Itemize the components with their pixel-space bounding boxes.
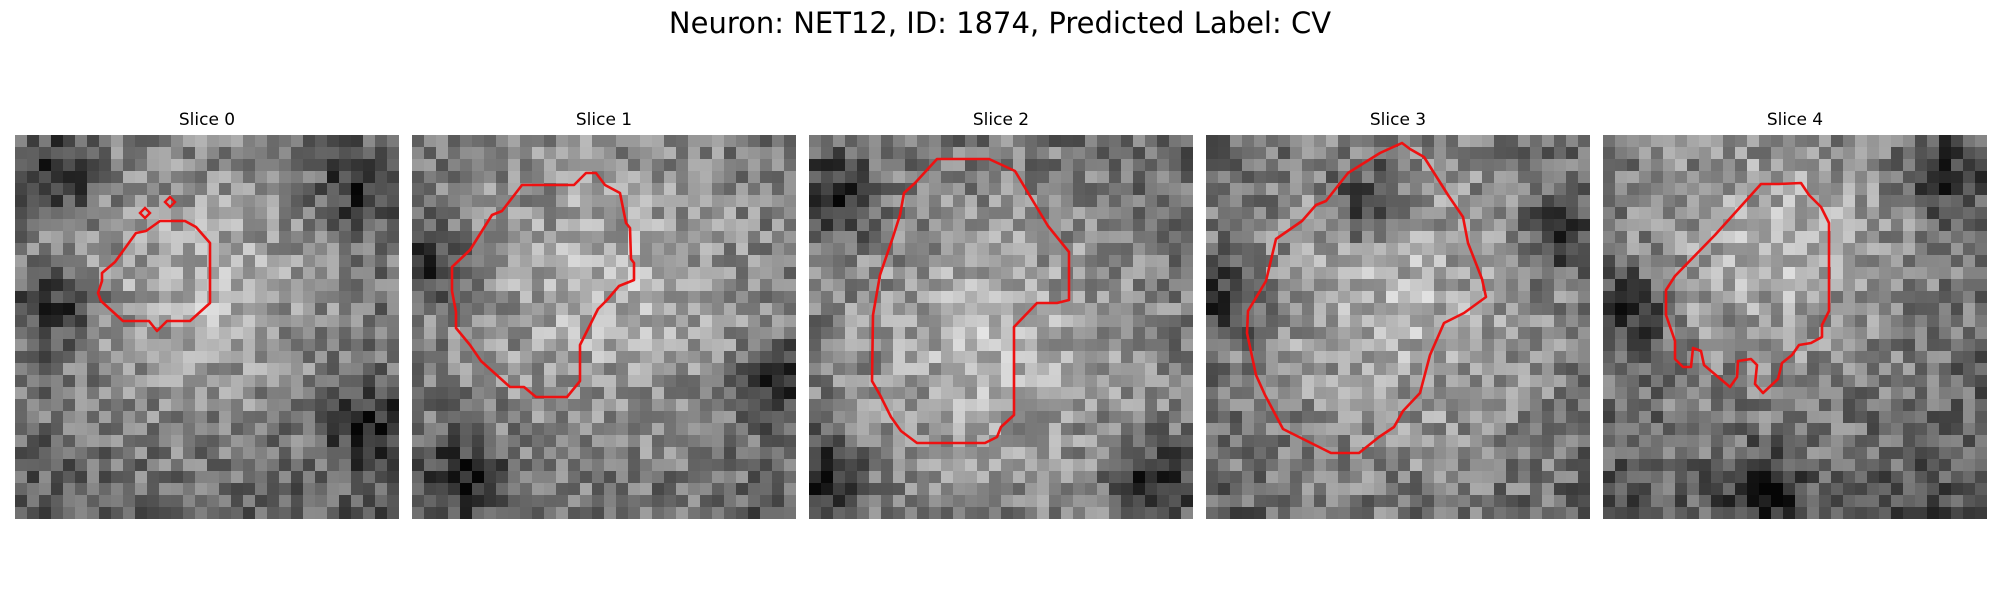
slice-title-1: Slice 1 bbox=[575, 110, 633, 130]
figure-title: Neuron: NET12, ID: 1874, Predicted Label… bbox=[668, 6, 1332, 40]
slice-0-contour-fragment-1 bbox=[163, 195, 177, 209]
slice-panel-0: Slice 0 bbox=[15, 105, 399, 519]
slice-1-pixels bbox=[412, 135, 796, 519]
slice-4-pixels bbox=[1603, 135, 1987, 519]
slice-3-contour bbox=[1245, 141, 1488, 455]
slice-image-3 bbox=[1206, 135, 1590, 519]
slice-panel-1: Slice 1 bbox=[412, 105, 796, 519]
slice-title-0: Slice 0 bbox=[178, 110, 236, 130]
slice-title-3: Slice 3 bbox=[1369, 110, 1427, 130]
slice-0-contour bbox=[96, 219, 212, 333]
slice-2-contour bbox=[870, 157, 1071, 445]
slice-0-contour-fragment-0 bbox=[138, 206, 152, 220]
slice-0-pixels bbox=[15, 135, 399, 519]
slice-title-4: Slice 4 bbox=[1766, 110, 1824, 130]
slice-1-contour bbox=[450, 171, 636, 399]
slice-panel-2: Slice 2 bbox=[809, 105, 1193, 519]
slice-image-4 bbox=[1603, 135, 1987, 519]
slice-title-2: Slice 2 bbox=[972, 110, 1030, 130]
slice-image-2 bbox=[809, 135, 1193, 519]
slice-image-0 bbox=[15, 135, 399, 519]
slice-panel-4: Slice 4 bbox=[1603, 105, 1987, 519]
slice-2-pixels bbox=[809, 135, 1193, 519]
slice-4-contour bbox=[1664, 181, 1831, 395]
slice-image-1 bbox=[412, 135, 796, 519]
slice-panel-3: Slice 3 bbox=[1206, 105, 1590, 519]
slice-3-pixels bbox=[1206, 135, 1590, 519]
